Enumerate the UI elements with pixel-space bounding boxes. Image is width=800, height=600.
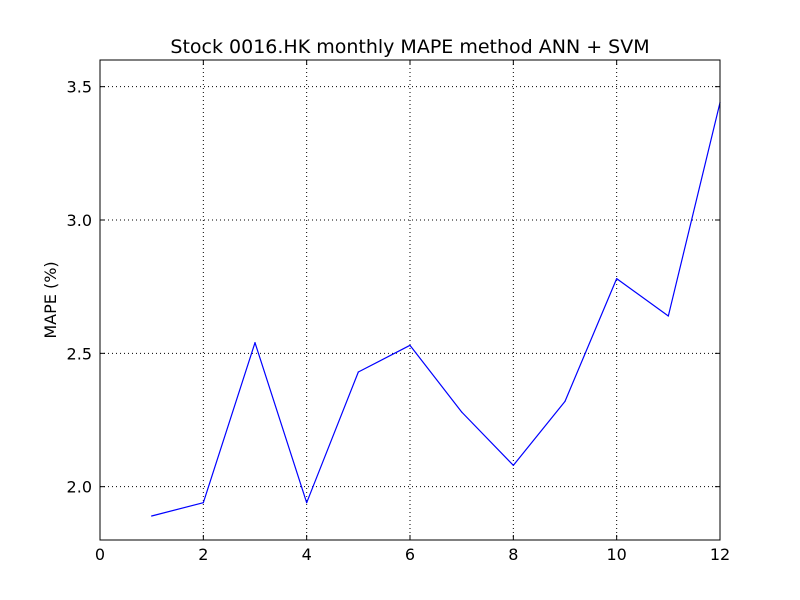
data-point [461, 411, 463, 413]
data-point [616, 278, 618, 280]
x-tick-labels: 0 2 4 6 8 10 12 [95, 545, 730, 564]
data-point [202, 502, 204, 504]
y-tick-label: 3.5 [67, 78, 92, 97]
y-tick-label: 2.0 [67, 478, 92, 497]
chart-title: Stock 0016.HK monthly MAPE method ANN + … [170, 36, 649, 58]
x-tick-label: 0 [95, 545, 105, 564]
data-point [409, 344, 411, 346]
x-tick-label: 2 [198, 545, 208, 564]
data-point [254, 342, 256, 344]
x-tick-label: 6 [405, 545, 415, 564]
y-tick-label: 2.5 [67, 344, 92, 363]
data-point [357, 371, 359, 373]
series-layer [151, 102, 721, 517]
y-tick-label: 3.0 [67, 211, 92, 230]
series-line [151, 102, 721, 517]
data-point [512, 464, 514, 466]
tick-marks [99, 60, 721, 540]
x-tick-label: 10 [606, 545, 626, 564]
data-point [564, 400, 566, 402]
data-point [151, 515, 153, 517]
x-tick-label: 4 [302, 545, 312, 564]
x-tick-label: 12 [710, 545, 730, 564]
data-point [667, 315, 669, 317]
y-axis-label: MAPE (%) [41, 261, 60, 338]
data-point [306, 502, 308, 504]
y-tick-labels: 2.0 2.5 3.0 3.5 [67, 78, 92, 497]
x-tick-label: 8 [508, 545, 518, 564]
